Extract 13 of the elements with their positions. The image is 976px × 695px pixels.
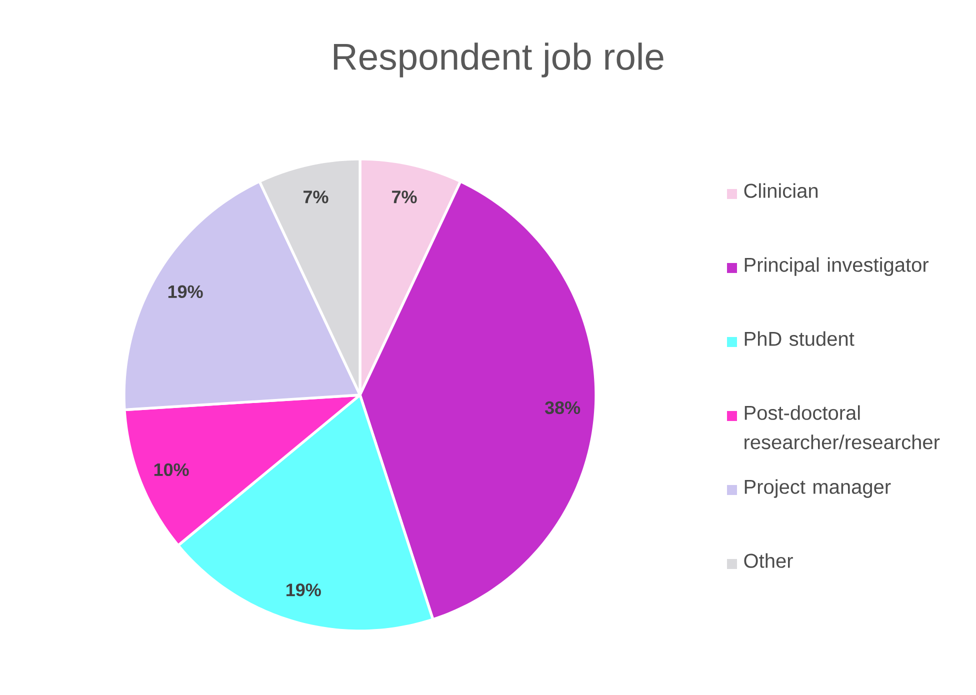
legend-label: PhD student xyxy=(744,331,854,346)
data-label: 19% xyxy=(168,285,203,298)
data-label: 19% xyxy=(286,584,321,596)
legend-label: Clinician xyxy=(744,183,818,198)
legend-label: Other xyxy=(744,553,793,568)
data-label: 7% xyxy=(392,190,417,204)
legend-label: Project manager xyxy=(744,479,891,498)
data-label: 38% xyxy=(544,401,580,414)
data-label: 10% xyxy=(154,463,189,476)
data-label: 7% xyxy=(304,190,328,204)
legend-label: Principal investigator xyxy=(744,257,929,276)
chart-title: Respondent job role xyxy=(334,42,664,78)
legend-label: Post-doctoral researcher/researcher xyxy=(744,405,940,450)
